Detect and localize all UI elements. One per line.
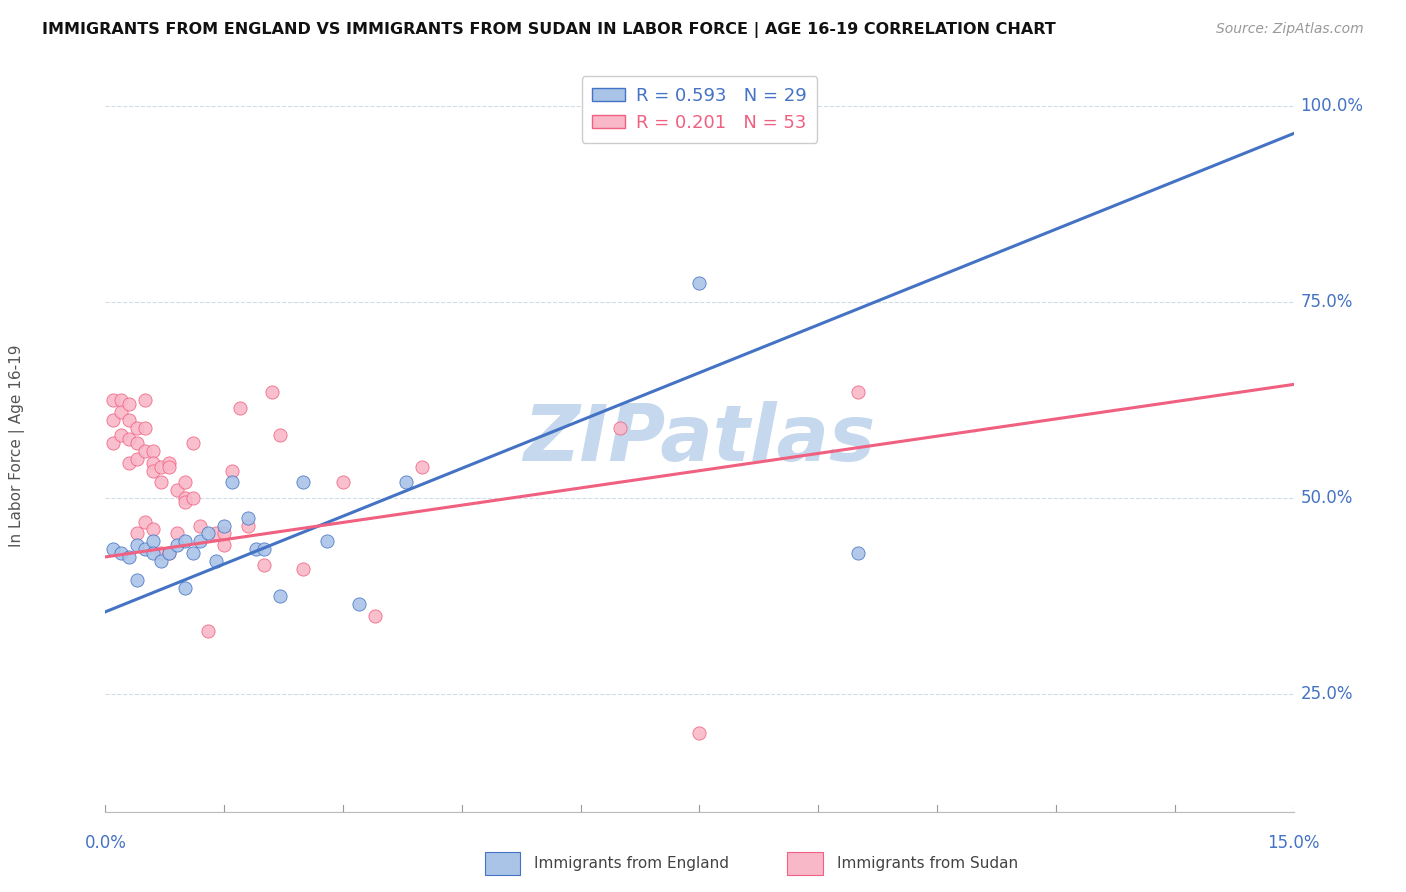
Point xyxy=(127,526,149,541)
Point xyxy=(157,456,180,470)
Point xyxy=(214,538,236,552)
Text: 15.0%: 15.0% xyxy=(1267,834,1320,852)
Point xyxy=(142,523,165,537)
Point xyxy=(134,393,156,408)
Point xyxy=(292,475,315,490)
Point xyxy=(253,542,276,557)
Point xyxy=(269,428,291,442)
Point xyxy=(181,491,204,505)
Text: Immigrants from Sudan: Immigrants from Sudan xyxy=(837,856,1018,871)
Point xyxy=(229,401,252,415)
Point xyxy=(316,534,339,549)
Text: 25.0%: 25.0% xyxy=(1301,685,1353,703)
Point xyxy=(269,589,291,603)
Point xyxy=(221,464,243,478)
Point xyxy=(364,608,387,623)
Point xyxy=(134,515,156,529)
Point xyxy=(190,518,212,533)
Point xyxy=(110,428,132,442)
Point xyxy=(149,546,172,560)
Point xyxy=(166,538,188,552)
Point xyxy=(197,526,219,541)
Text: 100.0%: 100.0% xyxy=(1301,97,1364,115)
Text: ZIPatlas: ZIPatlas xyxy=(523,401,876,477)
Point xyxy=(292,562,315,576)
Point xyxy=(214,518,236,533)
Point xyxy=(689,276,711,290)
Point xyxy=(127,451,149,466)
Point xyxy=(157,546,180,560)
Text: Immigrants from England: Immigrants from England xyxy=(534,856,730,871)
Point xyxy=(214,526,236,541)
Text: IMMIGRANTS FROM ENGLAND VS IMMIGRANTS FROM SUDAN IN LABOR FORCE | AGE 16-19 CORR: IMMIGRANTS FROM ENGLAND VS IMMIGRANTS FR… xyxy=(42,22,1056,38)
Point xyxy=(166,526,188,541)
Legend: R = 0.593   N = 29, R = 0.201   N = 53: R = 0.593 N = 29, R = 0.201 N = 53 xyxy=(582,76,817,143)
Point xyxy=(142,546,165,560)
Point xyxy=(110,393,132,408)
Point xyxy=(236,510,259,524)
Point xyxy=(118,397,141,411)
Point xyxy=(395,475,418,490)
Point xyxy=(103,436,125,450)
Point xyxy=(149,475,172,490)
Point xyxy=(103,542,125,557)
Point xyxy=(221,475,243,490)
Point xyxy=(149,459,172,474)
Point xyxy=(190,534,212,549)
Point xyxy=(197,624,219,639)
Point xyxy=(127,436,149,450)
Point xyxy=(411,459,433,474)
Point xyxy=(332,475,354,490)
Point xyxy=(173,491,195,505)
Point xyxy=(205,554,228,568)
Point xyxy=(103,413,125,427)
Point xyxy=(181,546,204,560)
Point xyxy=(253,558,276,572)
Point xyxy=(127,538,149,552)
Point xyxy=(103,393,125,408)
Point xyxy=(347,597,370,611)
Point xyxy=(846,546,869,560)
Point xyxy=(173,534,195,549)
Point xyxy=(134,420,156,434)
Point xyxy=(142,444,165,458)
Point xyxy=(118,456,141,470)
Point xyxy=(134,444,156,458)
Point xyxy=(157,459,180,474)
Point xyxy=(173,495,195,509)
Point xyxy=(127,574,149,588)
Point xyxy=(173,475,195,490)
Text: 75.0%: 75.0% xyxy=(1301,293,1353,311)
Text: In Labor Force | Age 16-19: In Labor Force | Age 16-19 xyxy=(8,344,25,548)
Point xyxy=(846,385,869,400)
Point xyxy=(245,542,267,557)
Point xyxy=(260,385,283,400)
Point xyxy=(142,456,165,470)
Point xyxy=(134,542,156,557)
Point xyxy=(118,413,141,427)
Point xyxy=(609,420,631,434)
Point xyxy=(110,405,132,419)
Point xyxy=(149,554,172,568)
Point xyxy=(142,464,165,478)
Text: Source: ZipAtlas.com: Source: ZipAtlas.com xyxy=(1216,22,1364,37)
Point xyxy=(142,534,165,549)
Text: 50.0%: 50.0% xyxy=(1301,489,1353,508)
Text: 0.0%: 0.0% xyxy=(84,834,127,852)
Point xyxy=(689,726,711,740)
Point xyxy=(110,546,132,560)
Point xyxy=(205,526,228,541)
Point xyxy=(118,433,141,447)
Point xyxy=(181,436,204,450)
Point xyxy=(118,549,141,564)
Point xyxy=(236,518,259,533)
Point xyxy=(173,582,195,596)
Point xyxy=(157,546,180,560)
Point xyxy=(127,420,149,434)
Point xyxy=(166,483,188,498)
